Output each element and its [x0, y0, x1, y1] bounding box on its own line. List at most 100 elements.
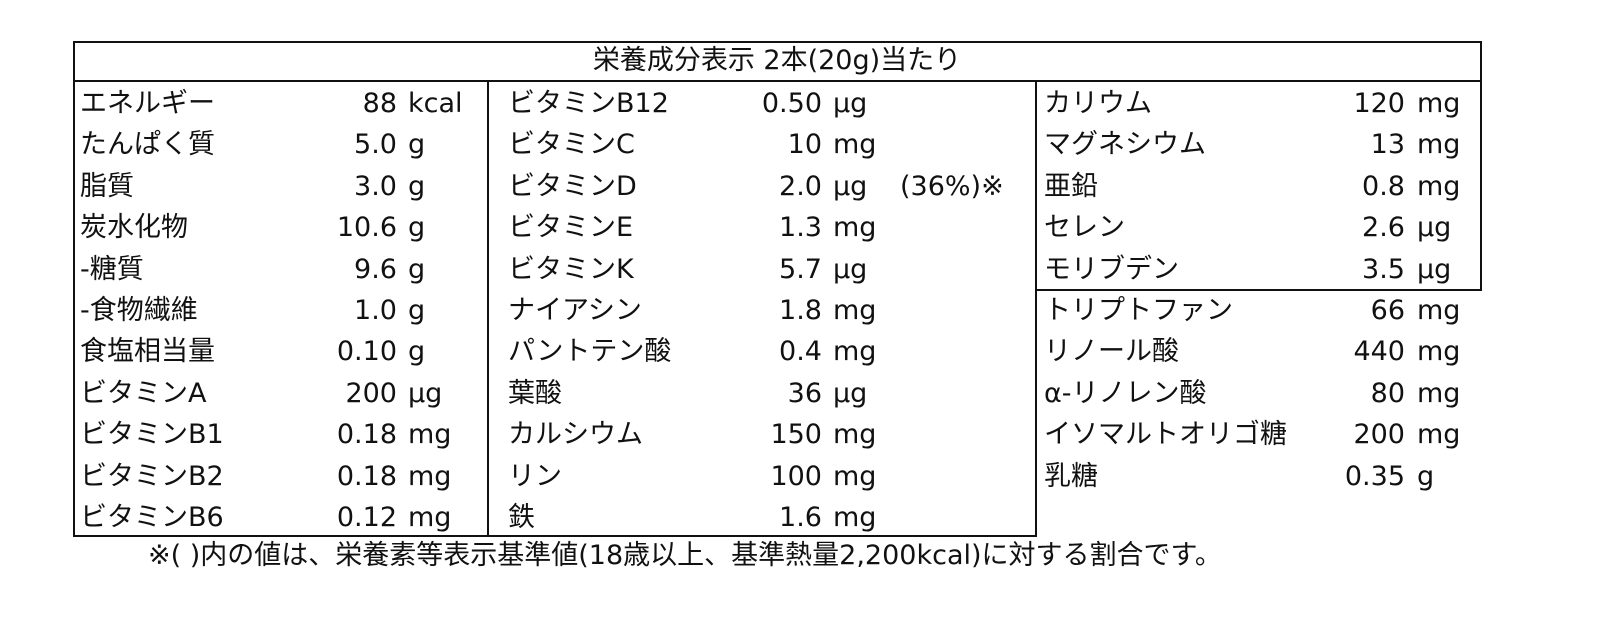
nutrient-value: 1.0 — [354, 295, 397, 326]
nutrient-row: 亜鉛 0.8 mg — [1044, 167, 1464, 207]
nutrient-name: トリプトファン — [1044, 295, 1233, 326]
nutrient-unit: mg — [408, 502, 452, 533]
nutrient-name: ビタミンD — [508, 170, 637, 202]
nutrient-unit: g — [408, 336, 426, 368]
table-title: 栄養成分表示 2本(20g)当たり — [592, 45, 962, 76]
nutrient-name: 葉酸 — [508, 377, 562, 409]
border-bottom — [73, 535, 1037, 537]
nutrient-value: 0.18 — [336, 460, 397, 492]
nutrient-value: 13 — [1370, 129, 1405, 161]
nutrient-value: 120 — [1353, 88, 1405, 119]
nutrient-value: 88 — [362, 88, 397, 119]
nutrient-name: リノール酸 — [1044, 336, 1179, 368]
nutrient-unit: mg — [833, 419, 877, 451]
nutrient-row: イソマルトオリゴ糖 200 mg — [1044, 415, 1464, 455]
nutrient-unit: mg — [1417, 336, 1461, 368]
nutrient-row: カリウム 120 mg — [1044, 84, 1464, 124]
nutrient-row: ビタミンC 10 mg — [508, 125, 928, 165]
nutrient-row: ナイアシン 1.8 mg — [508, 291, 928, 331]
nutrient-name: ビタミンE — [508, 212, 634, 244]
nutrient-name: イソマルトオリゴ糖 — [1044, 419, 1287, 451]
nutrient-name: リン — [508, 460, 562, 492]
nutrient-unit: mg — [833, 212, 877, 244]
nutrient-name: -糖質 — [80, 253, 144, 285]
nutrient-row: ビタミンA 200 μg — [80, 374, 500, 414]
nutrient-row: ビタミンB12 0.50 μg — [508, 84, 928, 124]
nutrient-value: 36 — [787, 377, 822, 409]
nutrient-row: リノール酸 440 mg — [1044, 332, 1464, 372]
nutrient-row: リン 100 mg — [508, 457, 928, 497]
nutrient-row: ビタミンE 1.3 mg — [508, 208, 928, 248]
footnote: ※( )内の値は、栄養素等表示基準値(18歳以上、基準熱量2,200kcal)に… — [148, 540, 1222, 571]
nutrient-name: カリウム — [1044, 88, 1152, 119]
minerals-divider — [1035, 289, 1482, 291]
nutrient-name: 食塩相当量 — [80, 336, 215, 368]
nutrient-value: 440 — [1353, 336, 1405, 368]
nutrient-unit: g — [408, 295, 426, 326]
nutrient-row: セレン 2.6 μg — [1044, 208, 1464, 248]
nutrient-unit: mg — [1417, 295, 1461, 326]
nutrient-name: ビタミンB6 — [80, 502, 224, 533]
nutrient-name: パントテン酸 — [508, 336, 672, 368]
nutrient-row: α-リノレン酸 80 mg — [1044, 374, 1464, 414]
border-left — [73, 41, 75, 537]
nutrient-name: エネルギー — [80, 88, 215, 119]
nutrient-row: エネルギー 88 kcal — [80, 84, 500, 124]
nutrient-value: 0.4 — [779, 336, 822, 368]
nutrient-value: 5.7 — [779, 253, 822, 285]
nutrient-name: -食物繊維 — [80, 295, 198, 326]
nutrient-name: 脂質 — [80, 170, 134, 202]
nutrient-row: 脂質 3.0 g — [80, 167, 500, 207]
nutrient-unit: μg — [1417, 212, 1452, 244]
nutrient-unit: mg — [833, 502, 877, 533]
nutrient-unit: mg — [833, 295, 877, 326]
nutrient-value: 100 — [770, 460, 822, 492]
nutrient-unit: mg — [833, 129, 877, 161]
nutrient-name: ナイアシン — [508, 295, 642, 326]
nutrient-value: 2.6 — [1362, 212, 1405, 244]
nutrient-unit: mg — [1417, 419, 1461, 451]
nutrient-row: ビタミンB1 0.18 mg — [80, 415, 500, 455]
nutrient-unit: g — [1417, 460, 1435, 492]
nutrient-name: 亜鉛 — [1044, 170, 1098, 202]
nutrient-row: -食物繊維 1.0 g — [80, 291, 500, 331]
nutrient-value: 0.35 — [1344, 460, 1405, 492]
nutrient-value: 0.10 — [336, 336, 397, 368]
nutrient-value: 0.12 — [336, 502, 397, 533]
nutrient-row: 乳糖 0.35 g — [1044, 457, 1464, 497]
nutrient-value: 1.3 — [779, 212, 822, 244]
nutrient-row: マグネシウム 13 mg — [1044, 125, 1464, 165]
nutrient-unit: μg — [408, 377, 443, 409]
nutrient-value: 80 — [1370, 377, 1405, 409]
nutrient-name: 鉄 — [508, 502, 535, 533]
nutrient-unit: μg — [833, 377, 868, 409]
nutrient-name: セレン — [1044, 212, 1125, 244]
nutrient-value: 66 — [1370, 295, 1405, 326]
nutrient-row: 鉄 1.6 mg — [508, 498, 928, 538]
border-top — [73, 41, 1482, 43]
nutrient-name: 乳糖 — [1044, 460, 1098, 492]
column-divider-1 — [487, 80, 489, 537]
nutrient-name: ビタミンA — [80, 377, 207, 409]
nutrient-value: 1.8 — [779, 295, 822, 326]
column-divider-2 — [1035, 80, 1037, 537]
nutrient-name: ビタミンB12 — [508, 88, 669, 119]
nutrient-value: 0.50 — [761, 88, 822, 119]
nutrient-unit: g — [408, 129, 426, 161]
nutrient-unit: μg — [1417, 253, 1452, 285]
nutrient-name: ビタミンC — [508, 129, 635, 161]
nutrient-value: 0.18 — [336, 419, 397, 451]
nutrient-row: パントテン酸 0.4 mg — [508, 332, 928, 372]
nutrient-row: モリブデン 3.5 μg — [1044, 250, 1464, 290]
nutrient-row: トリプトファン 66 mg — [1044, 291, 1464, 331]
nutrient-name: モリブデン — [1044, 253, 1179, 285]
nutrient-name: カルシウム — [508, 419, 643, 451]
nutrient-row: ビタミンD 2.0 μg (36%)※ — [508, 167, 1004, 207]
nutrient-value: 200 — [345, 377, 397, 409]
nutrient-value: 1.6 — [779, 502, 822, 533]
nutrient-value: 5.0 — [354, 129, 397, 161]
nutrient-name: α-リノレン酸 — [1044, 377, 1207, 409]
nutrient-unit: μg — [833, 170, 868, 202]
border-right — [1480, 41, 1482, 291]
nutrient-unit: mg — [1417, 129, 1461, 161]
